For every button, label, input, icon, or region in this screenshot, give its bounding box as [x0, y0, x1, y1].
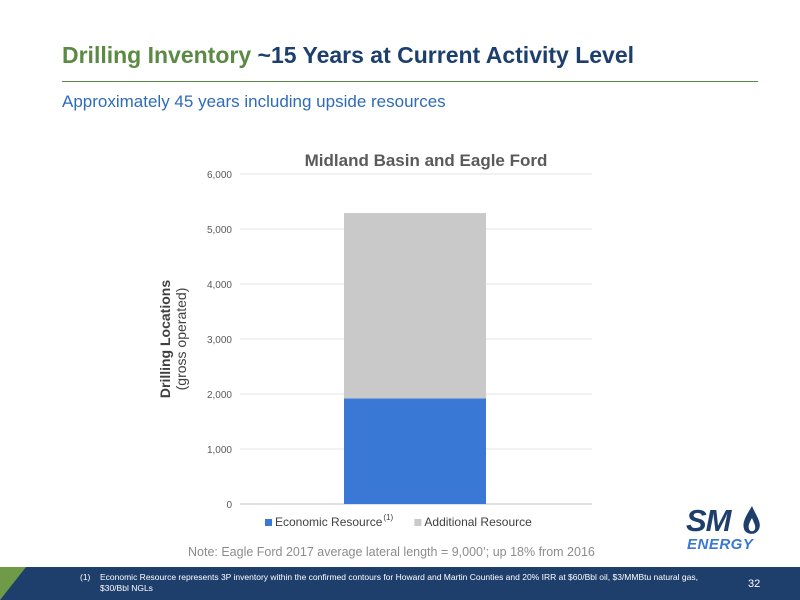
- legend-label: Economic Resource: [275, 515, 383, 529]
- footer-accent: [0, 567, 26, 600]
- bar-additional-resource: [344, 213, 486, 399]
- title-part-1: Drilling Inventory: [62, 42, 252, 68]
- y-tick-label: 4,000: [207, 280, 232, 291]
- y-tick-label: 0: [226, 500, 232, 511]
- page-title: Drilling Inventory ~15 Years at Current …: [62, 42, 634, 69]
- bar-economic-resource: [344, 398, 486, 504]
- page-number: 32: [748, 578, 761, 590]
- y-tick-label: 6,000: [207, 170, 232, 181]
- y-tick-label: 2,000: [207, 390, 232, 401]
- y-tick-label: 1,000: [207, 445, 232, 456]
- page-subtitle: Approximately 45 years including upside …: [62, 92, 446, 111]
- chart-title: Midland Basin and Eagle Ford: [305, 151, 548, 170]
- y-tick-label: 3,000: [207, 335, 232, 346]
- footnote-text: Economic Resource represents 3P inventor…: [100, 572, 698, 593]
- drilling-locations-chart: Midland Basin and Eagle Ford 0 1,000 2,000 3…: [157, 151, 592, 529]
- legend-label: Additional Resource: [424, 515, 532, 529]
- legend-swatch: [414, 519, 422, 526]
- y-tick-label: 5,000: [207, 225, 232, 236]
- title-divider: [62, 81, 758, 82]
- y-axis-label: Drilling Locations: [157, 280, 173, 398]
- footnote-number: (1): [80, 572, 91, 582]
- logo-text-sm: SM: [686, 503, 733, 538]
- legend-swatch: [265, 519, 272, 526]
- legend-superscript: (1): [383, 513, 393, 522]
- y-axis-sublabel: (gross operated): [173, 288, 189, 391]
- title-part-2: ~15 Years at Current Activity Level: [257, 42, 635, 68]
- sm-energy-logo: SM ENERGY: [686, 498, 766, 558]
- logo-text-energy: ENERGY: [687, 536, 755, 553]
- chart-note: Note: Eagle Ford 2017 average lateral le…: [188, 545, 595, 559]
- footer-bar: [0, 567, 800, 600]
